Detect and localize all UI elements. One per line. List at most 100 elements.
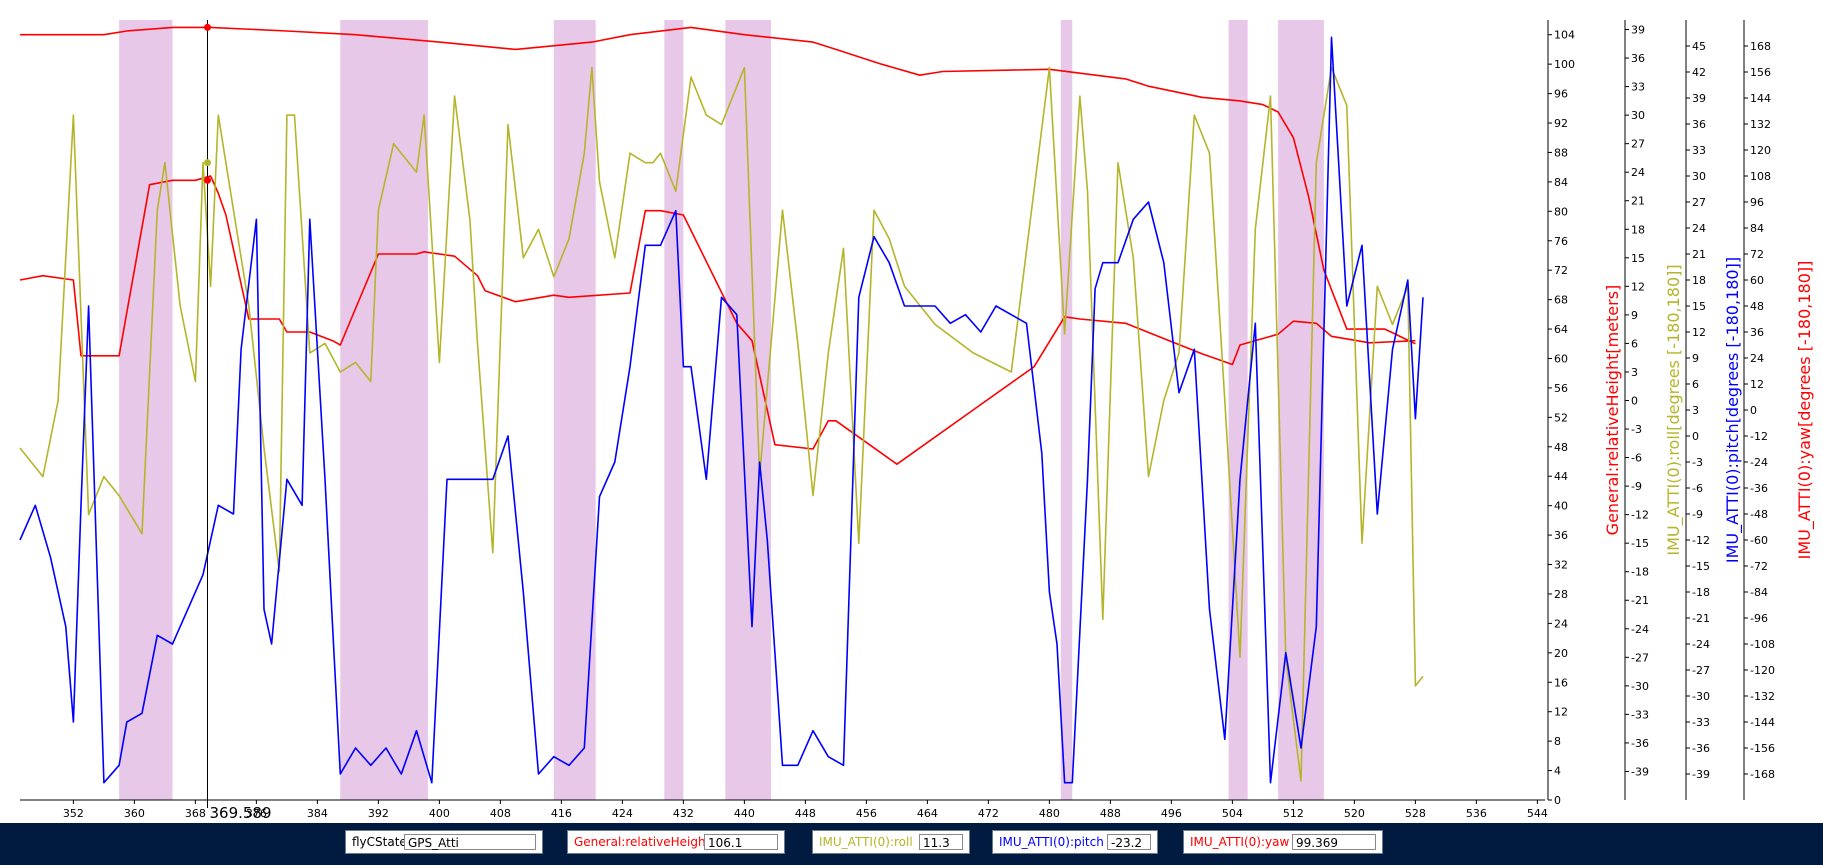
y-tick-label-yaw: 36	[1750, 326, 1764, 339]
status-field-pitch: IMU_ATTI(0):pitch -23.2	[992, 830, 1158, 854]
y-tick-label-pitch: -24	[1692, 638, 1710, 651]
series-line-yaw	[19, 175, 1416, 466]
y-tick-label-pitch: -12	[1692, 534, 1710, 547]
y-tick-label-roll: -6	[1631, 452, 1642, 465]
y-tick-label-yaw: -120	[1750, 664, 1775, 677]
y-tick-label-yaw: -36	[1750, 482, 1768, 495]
x-tick-label: 456	[856, 807, 877, 820]
y-tick-label-yaw: -84	[1750, 586, 1768, 599]
y-tick-label-pitch: 9	[1692, 352, 1699, 365]
y-tick-label-pitch: 15	[1692, 300, 1706, 313]
y-tick-label-yaw: 168	[1750, 40, 1771, 53]
status-label-yaw: IMU_ATTI(0):yaw	[1190, 835, 1290, 849]
status-field-flycstate: flyCState GPS_Atti	[345, 830, 543, 854]
y-tick-label-relheight: 44	[1554, 470, 1568, 483]
shaded-interval-0	[119, 20, 173, 800]
y-tick-label-relheight: 96	[1554, 88, 1568, 101]
y-tick-label-roll: 30	[1631, 109, 1645, 122]
y-tick-label-pitch: -21	[1692, 612, 1710, 625]
x-tick-label: 464	[917, 807, 938, 820]
y-tick-label-relheight: 92	[1554, 117, 1568, 130]
status-field-yaw: IMU_ATTI(0):yaw 99.369	[1183, 830, 1383, 854]
cursor-dot-relheight	[203, 23, 211, 31]
series-lines	[19, 26, 1424, 784]
y-tick-label-relheight: 40	[1554, 500, 1568, 513]
y-tick-label-relheight: 4	[1554, 765, 1561, 778]
status-value-yaw[interactable]: 99.369	[1292, 834, 1376, 850]
y-tick-label-roll: 0	[1631, 394, 1638, 407]
x-tick-label: 352	[63, 807, 84, 820]
y-tick-label-yaw: -72	[1750, 560, 1768, 573]
y-tick-label-roll: -33	[1631, 708, 1649, 721]
status-label-relative-height: General:relativeHeight	[574, 835, 711, 849]
y-tick-label-yaw: -132	[1750, 690, 1775, 703]
y-tick-label-roll: 15	[1631, 252, 1645, 265]
status-label-flycstate: flyCState	[352, 835, 407, 849]
status-value-relative-height[interactable]: 106.1	[704, 834, 778, 850]
y-tick-label-roll: 24	[1631, 166, 1645, 179]
x-tick-label: 544	[1527, 807, 1548, 820]
y-tick-label-relheight: 76	[1554, 235, 1568, 248]
y-tick-label-roll: 36	[1631, 52, 1645, 65]
y-tick-label-roll: -21	[1631, 594, 1649, 607]
y-tick-label-yaw: 96	[1750, 196, 1764, 209]
status-value-pitch[interactable]: -23.2	[1107, 834, 1151, 850]
y-tick-label-yaw: -96	[1750, 612, 1768, 625]
y-tick-label-roll: 27	[1631, 138, 1645, 151]
shaded-interval-4	[725, 20, 772, 800]
y-axis-title-pitch: IMU_ATTI(0):pitch[degrees [-180,180]]	[1723, 257, 1743, 563]
series-line-relheight	[20, 26, 1416, 345]
y-tick-label-yaw: -156	[1750, 742, 1775, 755]
y-tick-label-relheight: 32	[1554, 559, 1568, 572]
x-tick-label: 480	[1039, 807, 1060, 820]
x-tick-label: 360	[124, 807, 145, 820]
x-tick-label: 504	[1222, 807, 1243, 820]
y-tick-label-yaw: 144	[1750, 92, 1771, 105]
y-tick-label-pitch: -18	[1692, 586, 1710, 599]
x-tick-label: 448	[795, 807, 816, 820]
y-axis-title-relheight: General:relativeHeight[meters]	[1603, 285, 1622, 536]
y-tick-label-roll: 6	[1631, 337, 1638, 350]
y-tick-label-roll: 33	[1631, 81, 1645, 94]
y-tick-label-pitch: 18	[1692, 274, 1706, 287]
y-tick-label-yaw: -60	[1750, 534, 1768, 547]
y-tick-label-pitch: -27	[1692, 664, 1710, 677]
chart[interactable]: 369.589 352 360 368 376 384 392 400 408 416 424 43…	[0, 0, 1823, 823]
y-tick-label-relheight: 84	[1554, 176, 1568, 189]
y-tick-label-roll: 9	[1631, 309, 1638, 322]
cursor[interactable]: 369.589	[203, 20, 272, 822]
y-tick-label-yaw: -24	[1750, 456, 1768, 469]
x-tick-label: 432	[673, 807, 694, 820]
y-tick-label-pitch: 30	[1692, 170, 1706, 183]
y-tick-label-relheight: 72	[1554, 264, 1568, 277]
y-tick-label-yaw: -48	[1750, 508, 1768, 521]
x-tick-label: 424	[612, 807, 633, 820]
y-tick-label-relheight: 56	[1554, 382, 1568, 395]
y-tick-label-yaw: -168	[1750, 768, 1775, 781]
y-tick-label-relheight: 20	[1554, 647, 1568, 660]
y-tick-label-roll: -12	[1631, 509, 1649, 522]
status-value-flycstate[interactable]: GPS_Atti	[404, 834, 536, 850]
y-tick-label-yaw: 0	[1750, 404, 1757, 417]
y-tick-label-relheight: 36	[1554, 529, 1568, 542]
y-tick-label-relheight: 60	[1554, 352, 1568, 365]
y-tick-label-pitch: -15	[1692, 560, 1710, 573]
x-tick-label: 376	[246, 807, 267, 820]
x-tick-label: 384	[307, 807, 328, 820]
status-value-roll[interactable]: 11.3	[919, 834, 963, 850]
y-tick-label-yaw: 48	[1750, 300, 1764, 313]
status-label-pitch: IMU_ATTI(0):pitch	[999, 835, 1104, 849]
shaded-interval-6	[1228, 20, 1248, 800]
x-tick-label: 488	[1100, 807, 1121, 820]
y-tick-label-relheight: 64	[1554, 323, 1568, 336]
y-tick-label-roll: 39	[1631, 24, 1645, 37]
y-tick-label-roll: -3	[1631, 423, 1642, 436]
y-axis-title-yaw: IMU_ATTI(0):yaw[degrees [-180,180]]	[1795, 261, 1815, 560]
y-tick-label-relheight: 28	[1554, 588, 1568, 601]
cursor-dot-yaw	[203, 176, 211, 184]
y-tick-label-pitch: 6	[1692, 378, 1699, 391]
y-tick-label-roll: -36	[1631, 737, 1649, 750]
y-tick-label-pitch: -30	[1692, 690, 1710, 703]
y-tick-label-relheight: 52	[1554, 411, 1568, 424]
y-tick-label-relheight: 80	[1554, 205, 1568, 218]
